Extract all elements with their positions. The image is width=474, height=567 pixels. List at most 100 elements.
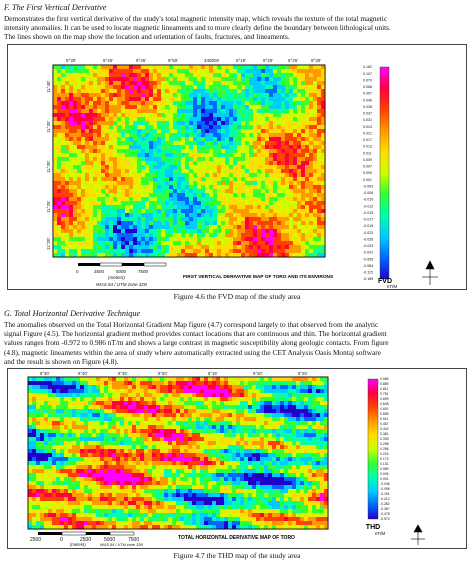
legend-value: -0.151: [380, 492, 390, 496]
fvd-left-tick: 11°40': [46, 81, 51, 93]
legend-value: 0.031: [363, 118, 372, 122]
fvd-legend-title: FVD: [378, 278, 392, 285]
legend-value: -0.367: [380, 507, 390, 511]
thd-legend-bar: [367, 378, 379, 520]
fvd-top-tick: 9°40': [103, 58, 113, 63]
legend-value: 0.511: [380, 417, 388, 421]
thd-scale-bar: 2500 0 2500 5000 7500 (meters) WGS 84 / …: [30, 531, 143, 547]
caption-figure-4-6: Figure 4.6 the FVD map of the study area: [173, 292, 301, 301]
fvd-scale-label: 0: [76, 269, 79, 274]
thd-top-tick: 9°50': [158, 371, 168, 376]
fvd-top-tick: 9°25': [288, 58, 298, 63]
thd-projection: WGS 84 / UTM zone 32N: [100, 543, 143, 547]
legend-value: -0.012: [363, 204, 373, 208]
legend-value: 0.699: [380, 397, 389, 401]
legend-value: -0.212: [380, 497, 390, 501]
fvd-left-tick: 11°30': [46, 161, 51, 173]
section-heading-thd: G. Total Horizontal Derivative Technique: [4, 309, 141, 318]
legend-value: -0.003: [363, 184, 373, 188]
fvd-scale-label: 5000: [116, 269, 127, 274]
legend-value: -0.046: [380, 482, 390, 486]
thd-top-tick: 9°30': [40, 371, 50, 376]
legend-value: 0.017: [363, 138, 372, 142]
thd-legend-title: THD: [366, 524, 380, 531]
fvd-map-title: FIRST VERTICAL DERIVATIVE MAP OF TORO AN…: [183, 274, 334, 280]
thd-top-ticks: 9°30' 9°40' 9°45' 9°50' 9°15' 9°20' 9°25…: [40, 371, 308, 376]
legend-value: 0.045: [380, 472, 389, 476]
legend-value: 0.007: [363, 165, 372, 169]
legend-value: -0.023: [363, 231, 373, 235]
thd-top-tick: 9°20': [253, 371, 263, 376]
fvd-scale-label: 2500: [94, 269, 105, 274]
paragraph-line: and the result is shown on Figure (4.8).: [4, 356, 119, 366]
legend-value: 0.038: [363, 105, 372, 109]
legend-value: 0.256: [380, 447, 389, 451]
legend-value: 0.601: [380, 407, 389, 411]
legend-value: -0.041: [363, 251, 373, 255]
legend-value: -0.015: [363, 211, 373, 215]
fvd-projection: WGS 84 / UTM zone 32N: [96, 282, 148, 287]
legend-value: 0.079: [363, 78, 372, 82]
thd-raster: [28, 377, 328, 529]
legend-value: 0.024: [363, 125, 372, 129]
legend-value: -0.282: [380, 502, 390, 506]
paragraph-line: (4.8), magnetic lineaments within the ar…: [4, 347, 381, 357]
thd-scale-label: 0: [60, 537, 63, 543]
thd-scale-label: 5000: [104, 537, 115, 543]
legend-value: 0.467: [380, 422, 389, 426]
fvd-legend-labels: 0.162 0.107 0.079 0.066 0.057 0.046 0.038 0.037…: [363, 65, 373, 281]
thd-top-tick: 9°45': [118, 371, 128, 376]
fvd-left-tick: 11°35': [46, 121, 51, 133]
legend-value: 0.021: [363, 131, 372, 135]
legend-value: 0.339: [380, 437, 389, 441]
legend-value: 0.424: [380, 427, 389, 431]
fvd-left-tick: 11°20': [46, 238, 51, 250]
caption-figure-4-7: Figure 4.7 the THD map of the study area: [173, 551, 301, 560]
legend-value: -0.189: [363, 277, 373, 281]
fvd-legend-bar: [379, 66, 390, 280]
legend-value: 0.057: [363, 92, 372, 96]
fvd-top-tick: 9°15': [236, 58, 246, 63]
thd-scale-label: 2500: [30, 537, 41, 543]
fvd-map-svg: 9°30' 9°40' 9°45' 9°50' 340000 9°15' 9°2…: [46, 58, 438, 289]
legend-value: 0.066: [363, 85, 372, 89]
figure-fvd-map: 9°30' 9°40' 9°45' 9°50' 340000 9°15' 9°2…: [7, 44, 467, 290]
legend-value: 0.009: [363, 158, 372, 162]
paragraph-line: Demonstrates the first vertical derivati…: [4, 14, 388, 23]
section-heading-fvd: F. The First Vertical Derivative: [4, 3, 107, 12]
legend-value: 0.298: [380, 442, 389, 446]
legend-value: 0.001: [363, 178, 372, 182]
legend-value: 0.046: [363, 98, 372, 102]
thd-map-title: TOTAL HORIZONTAL DERIVATIVE MAP OF TORO: [178, 535, 295, 541]
north-arrow-icon: [411, 524, 425, 545]
paragraph-line: The lines shown on the map show the loca…: [4, 32, 290, 42]
fvd-raster: [53, 65, 325, 257]
legend-value: -0.096: [380, 487, 390, 491]
fvd-scale-unit: (meters): [108, 275, 125, 280]
fvd-top-tick: 9°50': [168, 58, 178, 63]
legend-value: -0.115: [363, 271, 373, 275]
thd-scale-unit: (meters): [70, 542, 86, 547]
paragraph-line: intensity anomalies. It can be used to l…: [4, 23, 391, 33]
paragraph-line: The anomalies observed on the Total Hori…: [4, 320, 379, 329]
legend-value: -0.033: [363, 244, 373, 248]
legend-value: -0.084: [363, 264, 373, 268]
legend-value: 0.107: [363, 72, 372, 76]
legend-value: -0.026: [363, 237, 373, 241]
legend-value: 0.162: [363, 65, 372, 69]
thd-scale-label: 7500: [128, 537, 139, 543]
legend-value: 0.173: [380, 457, 389, 461]
thd-legend-labels: 0.9860.8890.8110.7510.6990.6480.6010.555…: [380, 377, 390, 521]
legend-value: 0.811: [380, 387, 388, 391]
fvd-top-tick: 9°20': [263, 58, 273, 63]
paragraph-line: values ranges from -0.972 to 0.986 nT/m …: [4, 338, 389, 348]
legend-value: 0.131: [380, 462, 389, 466]
legend-value: -0.019: [363, 224, 373, 228]
legend-value: 0.751: [380, 392, 389, 396]
legend-value: 0.011: [363, 151, 372, 155]
fvd-left-ticks: 11°40' 11°35' 11°30' 11°25' 11°20': [46, 81, 51, 250]
paragraph-line: signal Figure (4.5). The horizontal grad…: [4, 329, 387, 339]
legend-value: 0.555: [380, 412, 389, 416]
legend-value: 0.013: [363, 145, 372, 149]
legend-value: 0.005: [363, 171, 372, 175]
